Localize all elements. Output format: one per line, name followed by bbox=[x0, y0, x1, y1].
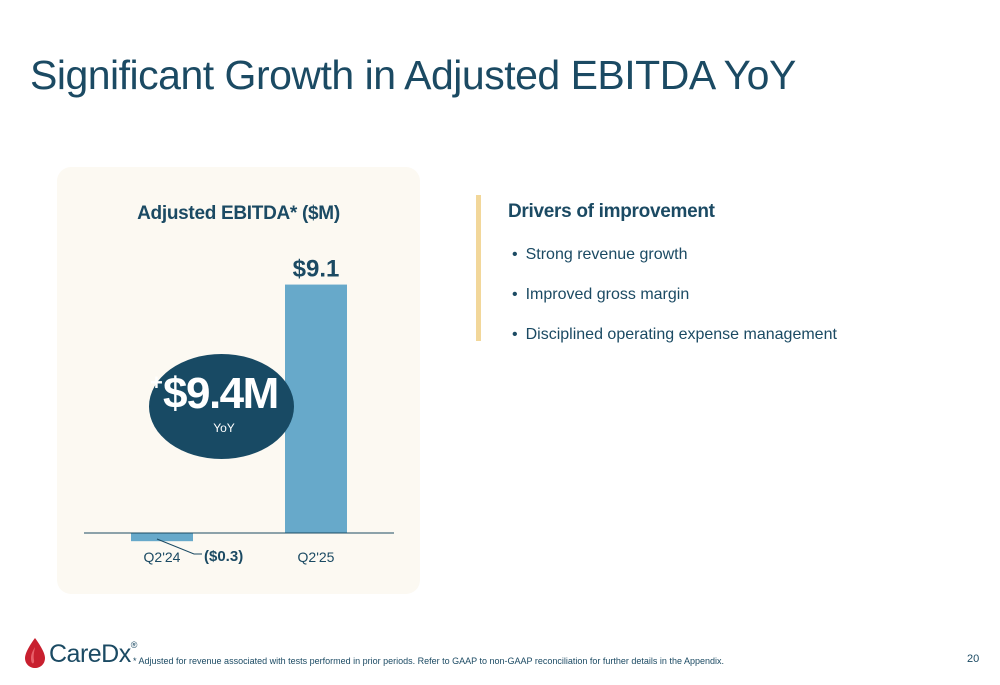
drivers-title: Drivers of improvement bbox=[508, 201, 715, 222]
chart-panel: Adjusted EBITDA* ($M) Q2'24 Q2'25 ($0.3) $9… bbox=[57, 167, 420, 594]
growth-callout-bubble bbox=[149, 354, 294, 459]
x-tick-label: Q2'24 bbox=[144, 549, 181, 565]
data-label: ($0.3) bbox=[204, 548, 243, 565]
driver-item: Improved gross margin bbox=[512, 286, 837, 326]
driver-item: Disciplined operating expense management bbox=[512, 326, 837, 366]
driver-item: Strong revenue growth bbox=[512, 246, 837, 286]
callout-subtitle: YoY bbox=[213, 421, 235, 435]
callout-plus-sign: + bbox=[150, 370, 163, 395]
bar-Q2'25 bbox=[285, 284, 347, 533]
drivers-list: Strong revenue growth Improved gross mar… bbox=[512, 246, 837, 366]
page-number: 20 bbox=[967, 653, 980, 665]
chart-title: Adjusted EBITDA* ($M) bbox=[137, 203, 340, 224]
drivers-accent-bar bbox=[476, 195, 481, 341]
logo-text: CareDx® bbox=[49, 640, 137, 668]
drop-icon bbox=[25, 638, 45, 668]
data-label: $9.1 bbox=[293, 256, 340, 283]
page-title: Significant Growth in Adjusted EBITDA Yo… bbox=[30, 52, 796, 98]
x-tick-label: Q2'25 bbox=[298, 549, 335, 565]
data-label-leader bbox=[156, 538, 202, 555]
footnote: * Adjusted for revenue associated with t… bbox=[133, 656, 724, 666]
bar-Q2'24 bbox=[131, 533, 193, 542]
bar-chart: Q2'24 Q2'25 ($0.3) $9.1 bbox=[84, 256, 394, 565]
callout-value: $9.4M bbox=[163, 369, 279, 418]
